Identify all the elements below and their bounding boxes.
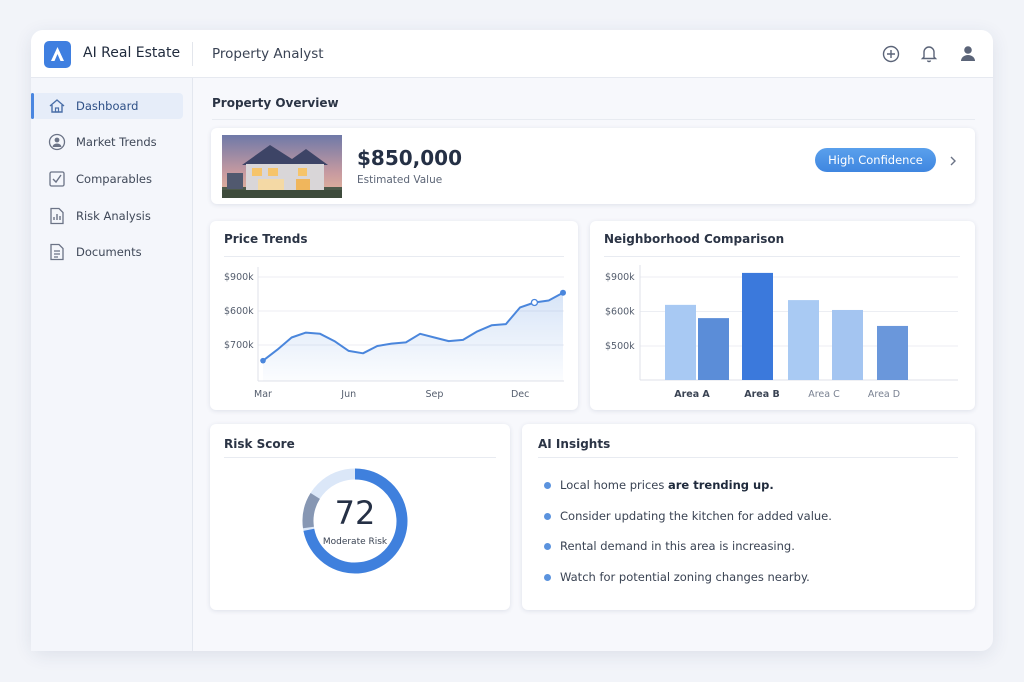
risk-label: Moderate Risk (323, 537, 388, 547)
user-button[interactable] (959, 44, 977, 62)
bar (877, 325, 908, 380)
insight-text: Rental demand in this area is increasing… (560, 539, 795, 553)
nav-label: Risk Analysis (76, 209, 151, 223)
add-button[interactable] (882, 45, 900, 63)
nav-label: Dashboard (76, 99, 139, 113)
divider (212, 119, 975, 120)
point (260, 357, 266, 364)
page-title: Property Analyst (212, 46, 324, 62)
x-label: Area D (868, 389, 900, 400)
header: AI Real Estate Property Analyst (31, 30, 993, 78)
insight-text: Local home prices (560, 478, 665, 492)
brand-name: AI Real Estate (83, 45, 181, 61)
risk-value: 72 (335, 494, 376, 532)
nav-item[interactable]: Comparables (33, 166, 183, 192)
insight-item: Local home prices are trending up. (544, 478, 774, 492)
divider (224, 457, 496, 458)
x-label: Dec (511, 389, 529, 400)
x-label: Jun (340, 389, 356, 400)
nav-item[interactable]: Dashboard (31, 93, 183, 119)
card-title: Risk Score (224, 437, 295, 451)
line (262, 291, 564, 362)
y-label: $700k (224, 340, 254, 351)
nav-icon (50, 207, 64, 225)
area-fill (263, 292, 563, 381)
section-heading: Property Overview (212, 96, 339, 110)
estimated-value: $850,000 (357, 146, 463, 170)
x-label: Area C (808, 389, 840, 400)
bar (742, 272, 773, 380)
nav-icon (50, 243, 64, 261)
nav-label: Comparables (76, 172, 152, 186)
neighborhood-card: Neighborhood Comparison (590, 221, 975, 410)
nav-item[interactable]: Documents (33, 239, 183, 265)
y-label: $600k (224, 306, 254, 317)
confidence-badge[interactable]: High Confidence (815, 148, 936, 172)
overview-card: $850,000 Estimated Value High Confidence (211, 128, 975, 204)
x-label: Mar (254, 389, 272, 400)
value-caption: Estimated Value (357, 174, 443, 186)
nav-label: Documents (76, 245, 142, 259)
bar (832, 309, 863, 380)
point (560, 289, 566, 296)
insight-item: Consider updating the kitchen for added … (544, 509, 832, 523)
card-title: AI Insights (538, 437, 611, 451)
gauge-segment (302, 493, 321, 529)
insight-item: Watch for potential zoning changes nearb… (544, 570, 810, 584)
risk-card: Risk Score (210, 424, 510, 610)
nav-label: Market Trends (76, 135, 157, 149)
insight-text: Watch for potential zoning changes nearb… (560, 570, 810, 584)
bar-chart: $900k $600k $500k Area A Area B Area C Area D (605, 265, 958, 400)
nav-icon (49, 99, 65, 113)
risk-gauge: 72 Moderate Risk (302, 468, 408, 574)
divider (604, 256, 960, 257)
insight-text: Consider updating the kitchen for added … (560, 509, 832, 523)
bar (788, 300, 819, 380)
y-label: $900k (224, 272, 254, 283)
x-label: Sep (425, 389, 443, 400)
point (530, 298, 539, 307)
y-label: $600k (605, 307, 635, 318)
card-title: Price Trends (224, 232, 308, 246)
x-label: Area B (744, 389, 779, 400)
divider (224, 256, 564, 257)
card-title: Neighborhood Comparison (604, 232, 785, 246)
nav-item[interactable]: Risk Analysis (33, 203, 183, 229)
header-divider (192, 42, 193, 66)
nav-icon (49, 171, 65, 187)
bar (698, 318, 729, 380)
notifications-button[interactable] (920, 44, 938, 63)
brand-logo (44, 41, 71, 68)
gauge-arc (303, 468, 408, 574)
y-label: $500k (605, 341, 635, 352)
sidebar (31, 78, 193, 651)
chevron[interactable] (948, 155, 958, 167)
x-label: Area A (674, 389, 710, 400)
nav-icon (48, 133, 66, 151)
property-photo (222, 135, 342, 198)
divider (538, 457, 958, 458)
y-label: $900k (605, 272, 635, 283)
bar (665, 304, 696, 380)
insight-item: Rental demand in this area is increasing… (544, 539, 795, 553)
insight-emphasis: are trending up. (668, 478, 774, 492)
line-chart: $900k $600k $700k Mar Jun Sep Dec (224, 267, 566, 400)
nav-item[interactable]: Market Trends (33, 129, 183, 155)
